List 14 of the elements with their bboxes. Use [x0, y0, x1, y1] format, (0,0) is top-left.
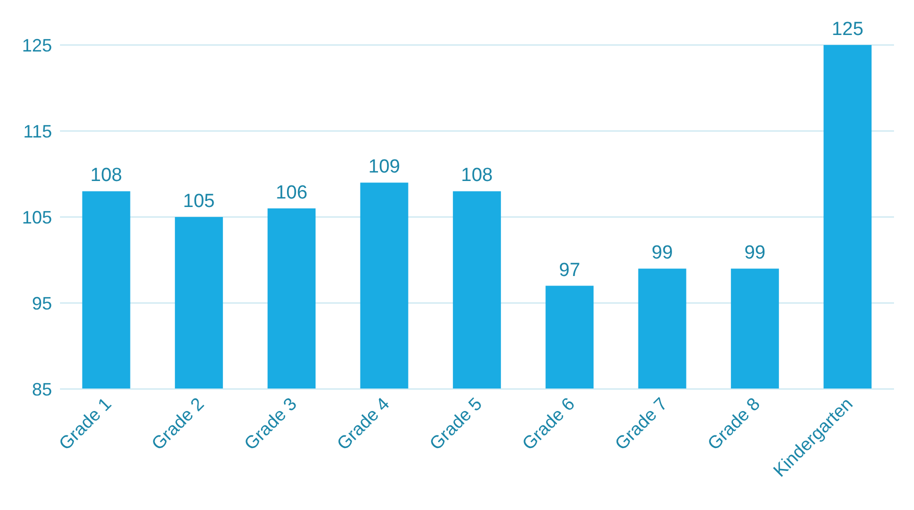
data-label: 108 [461, 165, 493, 186]
data-label: 99 [652, 242, 673, 264]
y-tick-label: 85 [32, 379, 52, 400]
data-label: 109 [368, 156, 400, 178]
data-label: 97 [559, 260, 580, 281]
data-label: 106 [276, 182, 308, 204]
y-tick-label: 125 [22, 35, 52, 56]
data-label: 125 [832, 19, 864, 40]
y-tick-label: 115 [23, 121, 52, 142]
data-label: 105 [183, 191, 215, 212]
data-label: 108 [90, 165, 122, 186]
y-tick-label: 105 [22, 207, 52, 228]
y-tick-label: 95 [32, 293, 52, 314]
data-label: 99 [744, 242, 766, 264]
